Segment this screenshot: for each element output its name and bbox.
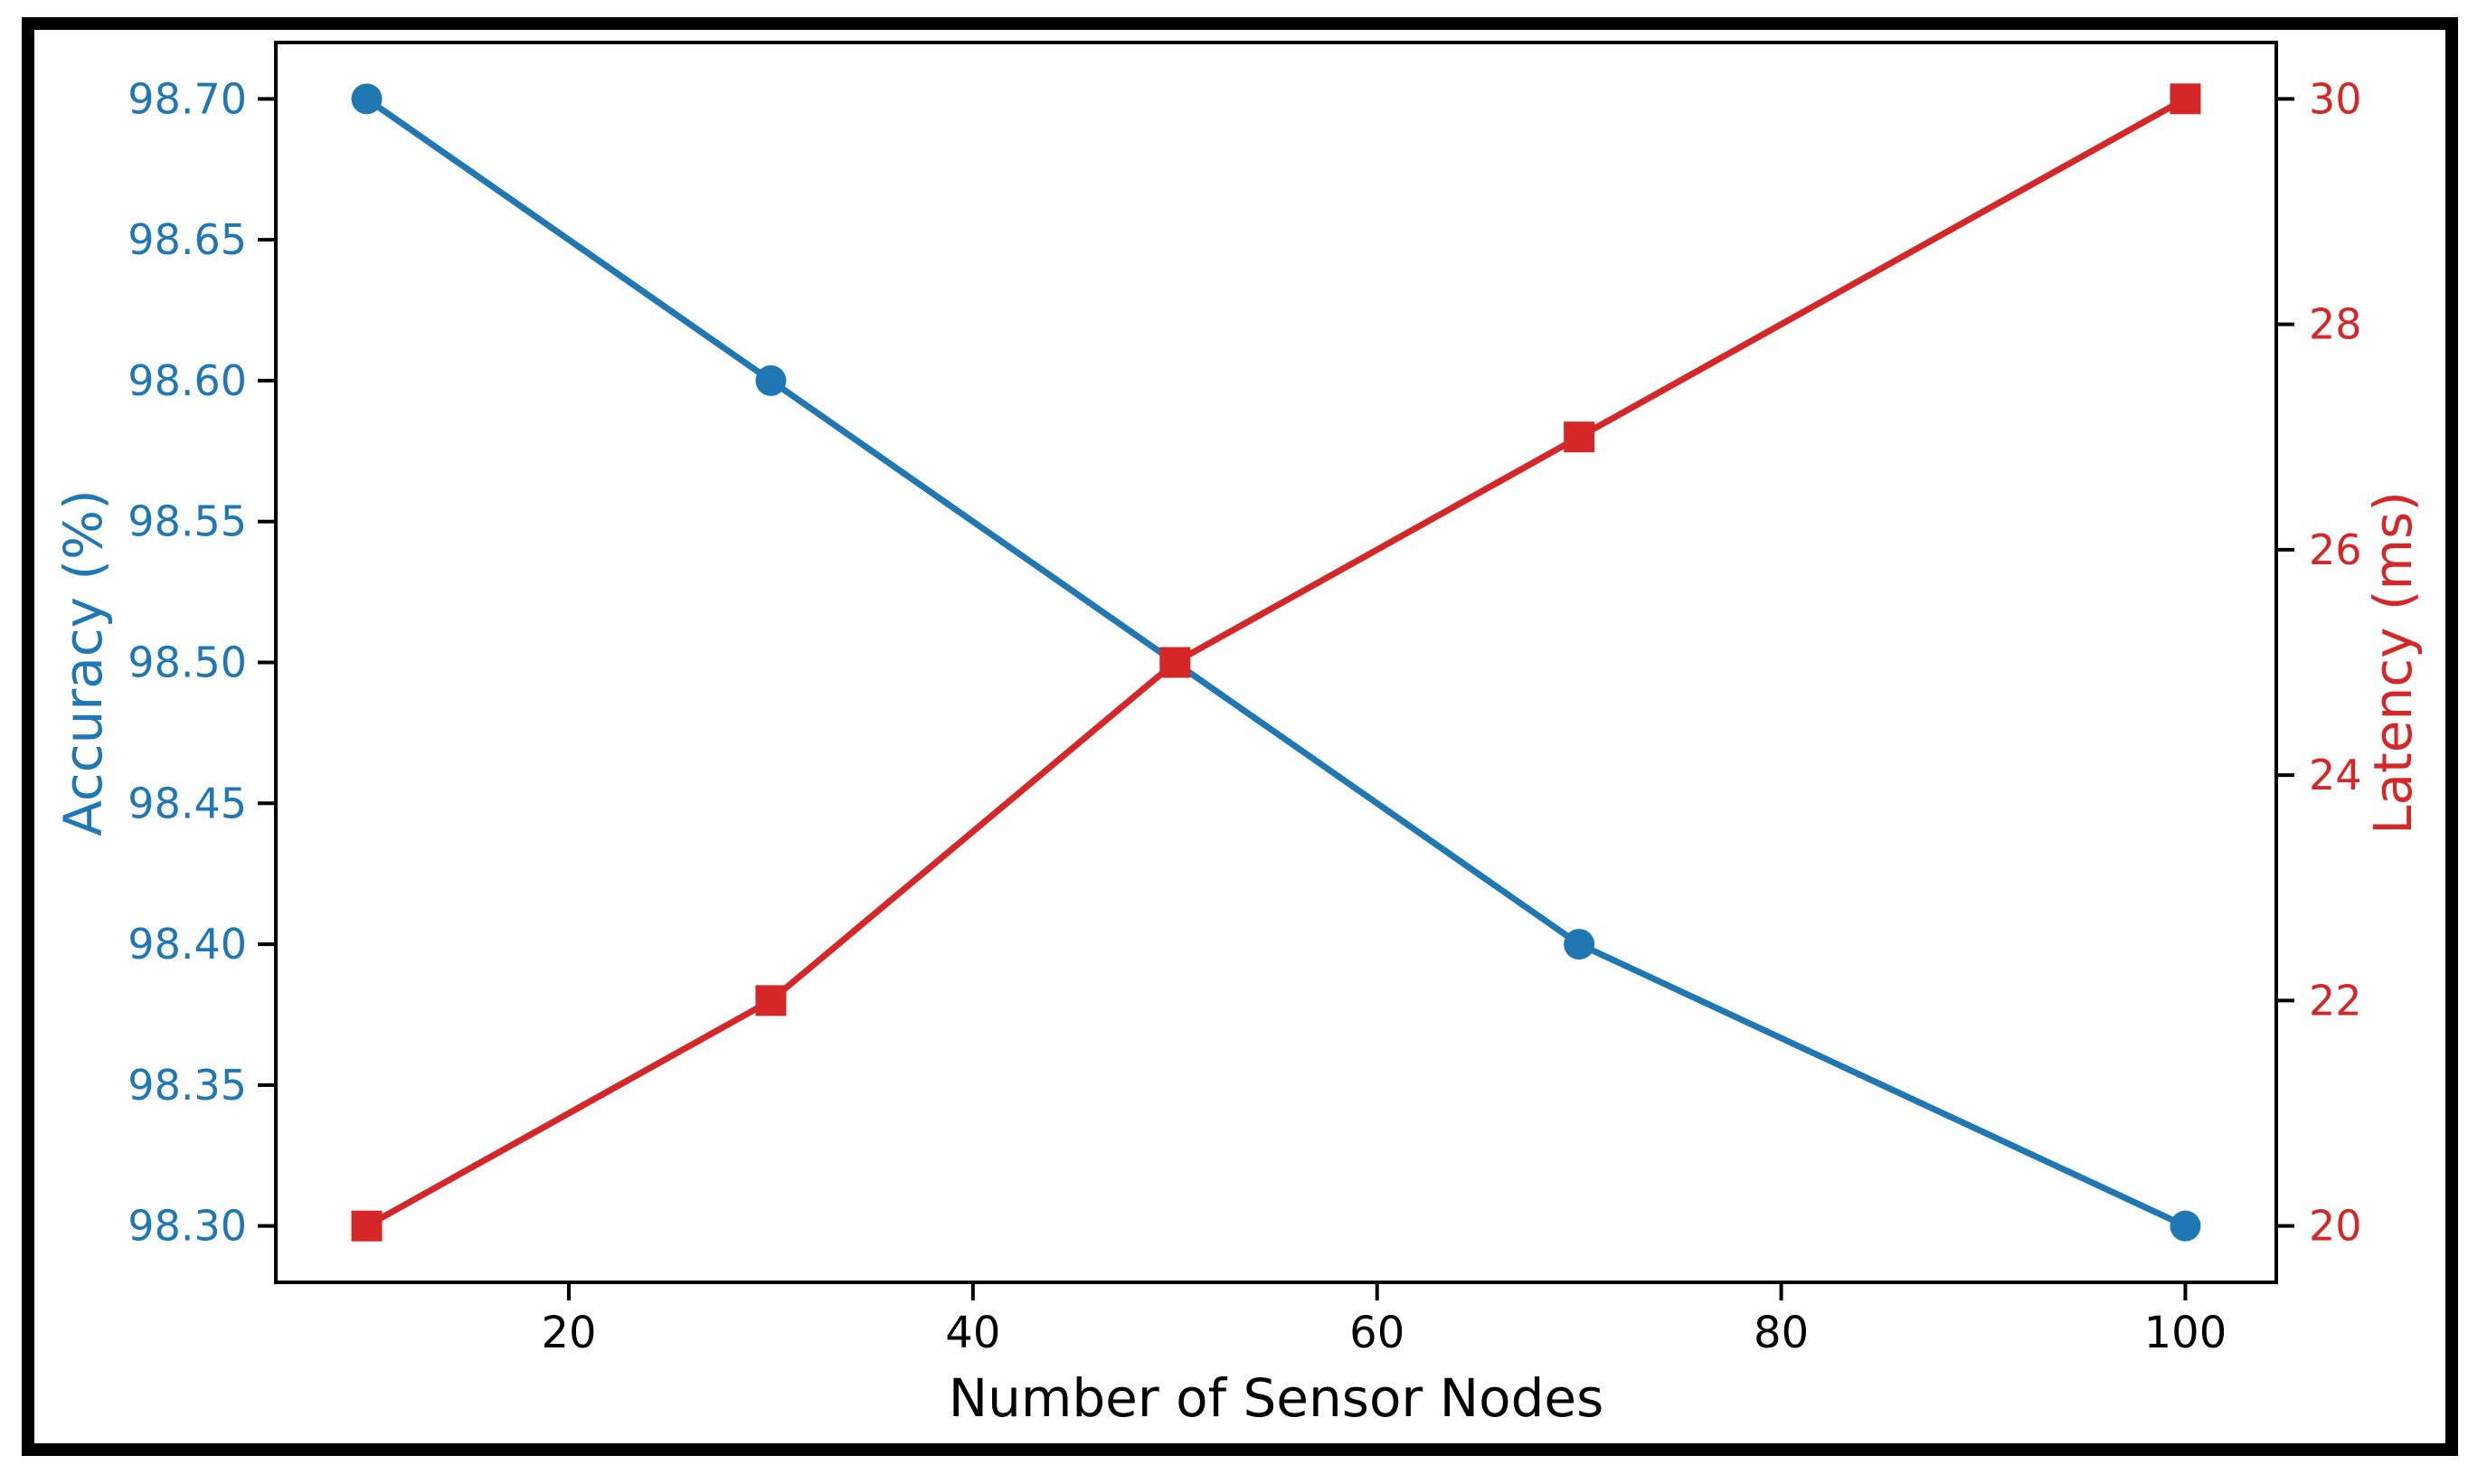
latency-marker [1564, 421, 1595, 453]
latency-marker [2170, 83, 2201, 115]
y-right-tick-label: 26 [2309, 525, 2362, 574]
y-right-tick-label: 28 [2309, 300, 2362, 349]
accuracy-marker [2170, 1210, 2201, 1242]
latency-marker [1159, 647, 1191, 678]
accuracy-marker [351, 83, 383, 115]
x-tick-label: 80 [1754, 1308, 1809, 1358]
y-right-tick-label: 22 [2309, 976, 2362, 1025]
y-left-tick-label: 98.65 [128, 215, 247, 264]
y-left-tick-label: 98.70 [128, 74, 247, 123]
latency-line [364, 96, 2188, 1229]
y-right-tick-label: 30 [2309, 74, 2362, 123]
y-right-tick-label: 20 [2309, 1202, 2362, 1251]
y-left-tick-label: 98.45 [128, 779, 247, 827]
figure-border [22, 17, 2458, 1456]
y-left-tick-label: 98.30 [128, 1202, 247, 1251]
y-axis-label-left: Accuracy (%) [52, 489, 114, 837]
latency-marker [351, 1210, 383, 1242]
y-left-tick-label: 98.55 [128, 497, 247, 546]
y-left-tick-label: 98.50 [128, 638, 247, 687]
y-axis-label-right: Latency (ms) [2362, 491, 2424, 835]
y-right-tick-label: 24 [2309, 751, 2362, 799]
y-left-tick-label: 98.35 [128, 1061, 247, 1110]
plot-spines [274, 41, 2278, 1284]
y-left-tick-label: 98.60 [128, 356, 247, 405]
x-tick-label: 40 [945, 1308, 1000, 1358]
x-axis-label: Number of Sensor Nodes [948, 1367, 1604, 1429]
y-left-tick-label: 98.40 [128, 920, 247, 969]
x-tick-label: 60 [1349, 1308, 1404, 1358]
x-tick-label: 100 [2144, 1308, 2227, 1358]
accuracy-line [364, 96, 2187, 1229]
accuracy-marker [755, 364, 787, 396]
latency-marker [755, 985, 787, 1016]
x-tick-label: 20 [541, 1308, 596, 1358]
accuracy-marker [1564, 929, 1595, 960]
